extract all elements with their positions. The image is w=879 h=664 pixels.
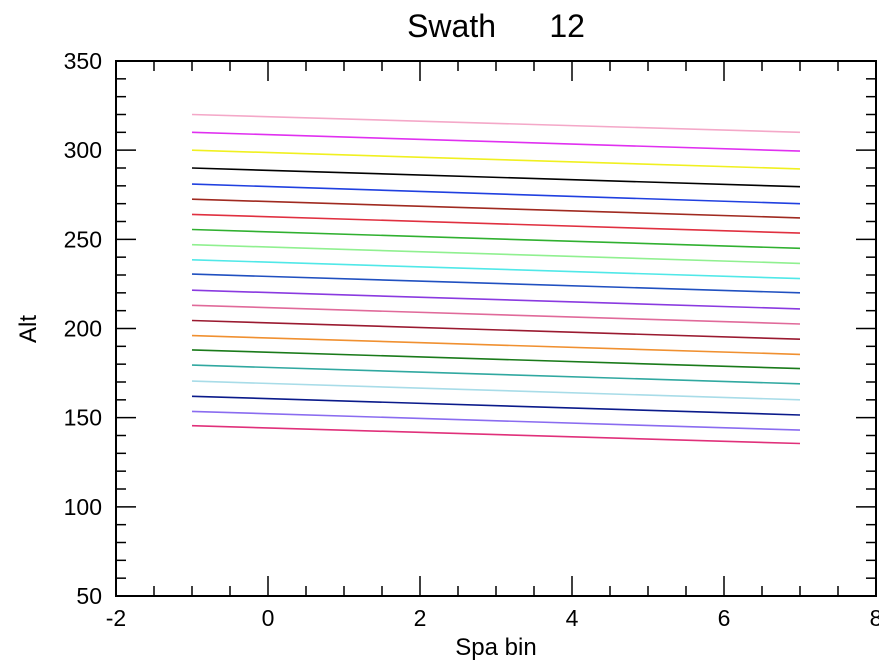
series-line-1 bbox=[191, 424, 801, 445]
y-tick-label: 100 bbox=[64, 494, 102, 520]
series-line-10 bbox=[191, 289, 801, 310]
series-line-8 bbox=[191, 319, 801, 340]
x-tick-label: -2 bbox=[106, 605, 126, 631]
tick-labels-layer: -2 0 2 4 6 8 50 100 150 200 250 300 350 bbox=[64, 48, 879, 631]
series-layer bbox=[191, 113, 801, 445]
x-tick-label: 8 bbox=[870, 605, 879, 631]
series-line-17 bbox=[191, 183, 801, 205]
plot-frame bbox=[115, 60, 877, 597]
series-line-18 bbox=[191, 167, 801, 188]
series-line-20 bbox=[191, 131, 801, 152]
series-line-15 bbox=[191, 213, 801, 234]
x-tick-label: 0 bbox=[262, 605, 275, 631]
series-line-3 bbox=[191, 395, 801, 416]
series-line-5 bbox=[191, 364, 801, 385]
series-line-6 bbox=[191, 349, 801, 370]
y-tick-label: 350 bbox=[64, 48, 102, 74]
x-tick-label: 2 bbox=[414, 605, 427, 631]
series-line-13 bbox=[191, 243, 801, 265]
series-line-16 bbox=[191, 198, 801, 219]
x-tick-label: 4 bbox=[566, 605, 579, 631]
y-tick-label: 200 bbox=[64, 316, 102, 342]
x-tick-label: 6 bbox=[718, 605, 731, 631]
series-line-14 bbox=[191, 228, 801, 250]
y-tick-label: 300 bbox=[64, 137, 102, 163]
series-line-4 bbox=[191, 380, 801, 401]
y-tick-label: 250 bbox=[64, 226, 102, 252]
series-line-19 bbox=[191, 149, 801, 170]
series-line-21 bbox=[191, 113, 801, 134]
series-line-7 bbox=[191, 334, 801, 356]
series-line-2 bbox=[191, 410, 801, 431]
series-line-9 bbox=[191, 304, 801, 325]
y-axis-label: Alt bbox=[15, 315, 42, 343]
chart-title: Swath 12 bbox=[407, 8, 585, 44]
series-line-11 bbox=[191, 273, 801, 294]
y-tick-label: 150 bbox=[64, 405, 102, 431]
x-axis-label: Spa bin bbox=[455, 634, 536, 661]
y-tick-label: 50 bbox=[76, 583, 102, 609]
series-line-12 bbox=[191, 259, 801, 280]
